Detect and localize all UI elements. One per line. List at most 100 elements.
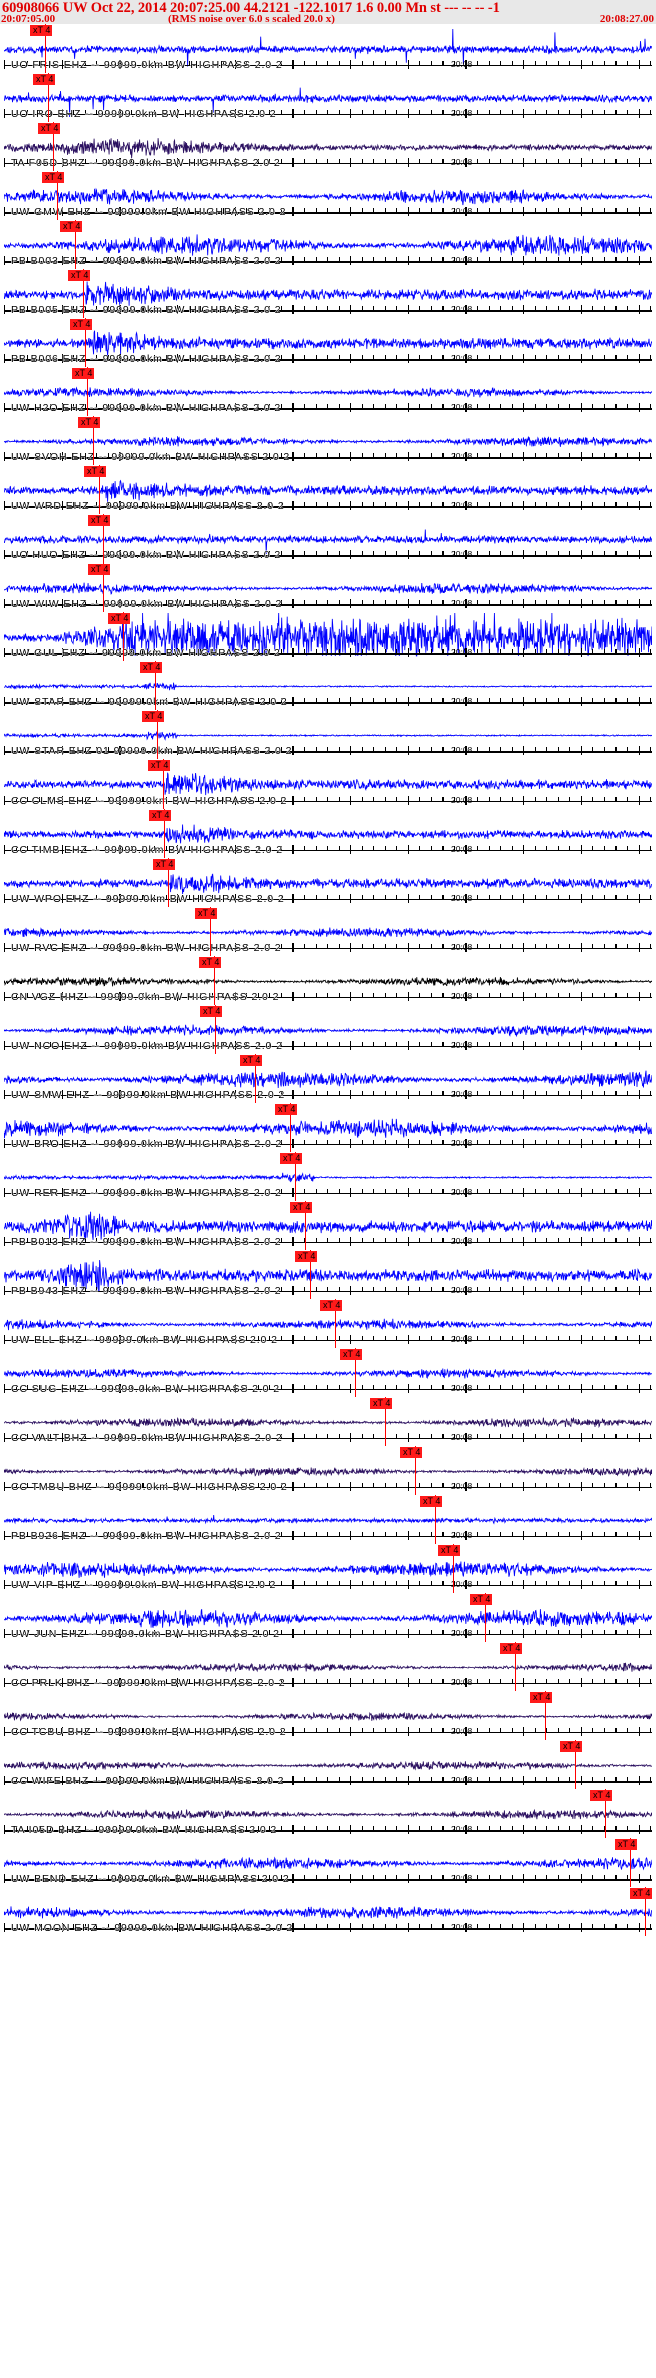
trace-row[interactable]: CC WIFE BHZ -- 99999.0km BW HIGHPASS 2.0… (0, 1740, 656, 1790)
phase-pick-line[interactable] (310, 1249, 312, 1299)
phase-pick-line[interactable] (83, 269, 85, 319)
trace-row[interactable]: UW WRD EHZ -- 99999.0km BW HIGHPASS 2.0 … (0, 465, 656, 515)
amplitude-scale-flag[interactable]: xT 4 (400, 1446, 423, 1458)
trace-plot-area[interactable]: UW H2O EHZ -- 99999.0km BW HIGHPASS 2.0 … (4, 367, 652, 417)
trace-plot-area[interactable]: PB B003 EHZ -- 99999.0km BW HIGHPASS 2.0… (4, 220, 652, 270)
amplitude-scale-flag[interactable]: xT 4 (320, 1299, 343, 1311)
amplitude-scale-flag[interactable]: xT 4 (42, 172, 65, 184)
trace-plot-area[interactable]: TA F05D BHZ -- 99999.0km BW HIGHPASS 2.0… (4, 122, 652, 172)
amplitude-scale-flag[interactable]: xT 4 (340, 1348, 363, 1360)
trace-row[interactable]: UW RER EHZ -- 99999.0km BW HIGHPASS 2.0 … (0, 1151, 656, 1201)
amplitude-scale-flag[interactable]: xT 4 (33, 74, 56, 86)
trace-plot-area[interactable]: PB B013 EHZ -- 99999.0km BW HIGHPASS 2.0… (4, 1200, 652, 1250)
phase-pick-line[interactable] (48, 73, 50, 123)
trace-row[interactable]: UW ELL EHZ -- 99999.0km BW HIGHPASS 2.0 … (0, 1298, 656, 1348)
amplitude-scale-flag[interactable]: xT 4 (199, 956, 222, 968)
amplitude-scale-flag[interactable]: xT 4 (590, 1790, 613, 1802)
trace-plot-area[interactable]: UO FRIS EHZ -- 99999.0km BW HIGHPASS 2.0… (4, 24, 652, 74)
phase-pick-line[interactable] (355, 1347, 357, 1397)
phase-pick-line[interactable] (57, 171, 59, 221)
trace-row[interactable]: UW MOON EHZ -- 99999.0km BW HIGHPASS 2.0… (0, 1887, 656, 1937)
trace-plot-area[interactable]: UW NCO EHZ -- 99999.0km BW HIGHPASS 2.0 … (4, 1004, 652, 1054)
amplitude-scale-flag[interactable]: xT 4 (153, 858, 176, 870)
trace-row[interactable]: PB B013 EHZ -- 99999.0km BW HIGHPASS 2.0… (0, 1200, 656, 1250)
trace-row[interactable]: UW WIW EHZ -- 99999.0km BW HIGHPASS 2.0 … (0, 563, 656, 613)
trace-row[interactable]: UO FRIS EHZ -- 99999.0km BW HIGHPASS 2.0… (0, 24, 656, 74)
trace-row[interactable]: CC CLMS EHZ -- 99999.0km BW HIGHPASS 2.0… (0, 759, 656, 809)
phase-pick-line[interactable] (214, 955, 216, 1005)
trace-row[interactable]: UO IRO EHZ -- 99999.0km BW HIGHPASS 2.0 … (0, 73, 656, 123)
trace-row[interactable]: CC PRLK BHZ -- 99999.0km BW HIGHPASS 2.0… (0, 1642, 656, 1692)
phase-pick-line[interactable] (545, 1691, 547, 1741)
amplitude-scale-flag[interactable]: xT 4 (70, 319, 93, 331)
trace-plot-area[interactable]: PB B005 EHZ -- 99999.0km BW HIGHPASS 2.0… (4, 269, 652, 319)
trace-plot-area[interactable]: UW WRD EHZ -- 99999.0km BW HIGHPASS 2.0 … (4, 465, 652, 515)
phase-pick-line[interactable] (215, 1004, 217, 1054)
trace-row[interactable]: CN VGZ HHZ -- 99999.0km BW HIGHPASS 2.0 … (0, 955, 656, 1005)
amplitude-scale-flag[interactable]: xT 4 (140, 662, 163, 674)
amplitude-scale-flag[interactable]: xT 4 (108, 613, 131, 625)
trace-row[interactable]: UW STAR EHZ 01 99999.0km BW HIGHPASS 2.0… (0, 710, 656, 760)
phase-pick-line[interactable] (290, 1102, 292, 1152)
trace-plot-area[interactable]: CC TCBU BHZ -- 99999.0km BW HIGHPASS 2.0… (4, 1691, 652, 1741)
trace-row[interactable]: TA F05D BHZ -- 99999.0km BW HIGHPASS 2.0… (0, 122, 656, 172)
amplitude-scale-flag[interactable]: xT 4 (240, 1054, 263, 1066)
amplitude-scale-flag[interactable]: xT 4 (72, 368, 95, 380)
trace-row[interactable]: UW BEND EHZ -- 99999.0km BW HIGHPASS 2.0… (0, 1838, 656, 1888)
trace-row[interactable]: UW SVOH EHZ -- 99999.0km BW HIGHPASS 2.0… (0, 416, 656, 466)
trace-row[interactable]: UW RVC EHZ -- 99999.0km BW HIGHPASS 2.0 … (0, 906, 656, 956)
trace-row[interactable]: CC TIMB EHZ -- 99999.0km BW HIGHPASS 2.0… (0, 808, 656, 858)
trace-plot-area[interactable]: TA I05D BHZ -- 99999.0km BW HIGHPASS 2.0… (4, 1789, 652, 1839)
phase-pick-line[interactable] (157, 710, 159, 760)
phase-pick-line[interactable] (575, 1740, 577, 1790)
trace-plot-area[interactable]: UW STAR EHZ 01 99999.0km BW HIGHPASS 2.0… (4, 710, 652, 760)
trace-plot-area[interactable]: UW MOON EHZ -- 99999.0km BW HIGHPASS 2.0… (4, 1887, 652, 1937)
amplitude-scale-flag[interactable]: xT 4 (560, 1741, 583, 1753)
phase-pick-line[interactable] (515, 1642, 517, 1692)
trace-row[interactable]: UO HUO EHZ -- 99999.0km BW HIGHPASS 2.0 … (0, 514, 656, 564)
trace-plot-area[interactable]: UW VIP EHZ -- 99999.0km BW HIGHPASS 2.0 … (4, 1543, 652, 1593)
amplitude-scale-flag[interactable]: xT 4 (500, 1643, 523, 1655)
trace-row[interactable]: CC TCBU BHZ -- 99999.0km BW HIGHPASS 2.0… (0, 1691, 656, 1741)
amplitude-scale-flag[interactable]: xT 4 (420, 1495, 443, 1507)
amplitude-scale-flag[interactable]: xT 4 (615, 1839, 638, 1851)
amplitude-scale-flag[interactable]: xT 4 (38, 123, 61, 135)
trace-plot-area[interactable]: UW SMW EHZ -- 99999.0km BW HIGHPASS 2.0 … (4, 1053, 652, 1103)
phase-pick-line[interactable] (453, 1543, 455, 1593)
trace-row[interactable]: UW JUN EHZ -- 99999.0km BW HIGHPASS 2.0 … (0, 1593, 656, 1643)
trace-row[interactable]: CC VALT BHZ -- 99999.0km BW HIGHPASS 2.0… (0, 1396, 656, 1446)
amplitude-scale-flag[interactable]: xT 4 (148, 760, 171, 772)
trace-plot-area[interactable]: UO IRO EHZ -- 99999.0km BW HIGHPASS 2.0 … (4, 73, 652, 123)
phase-pick-line[interactable] (385, 1396, 387, 1446)
trace-row[interactable]: PB B005 EHZ -- 99999.0km BW HIGHPASS 2.0… (0, 269, 656, 319)
phase-pick-line[interactable] (210, 906, 212, 956)
trace-row[interactable]: PB B003 EHZ -- 99999.0km BW HIGHPASS 2.0… (0, 220, 656, 270)
trace-plot-area[interactable]: UW RER EHZ -- 99999.0km BW HIGHPASS 2.0 … (4, 1151, 652, 1201)
amplitude-scale-flag[interactable]: xT 4 (280, 1152, 303, 1164)
trace-plot-area[interactable]: CC SUG EHZ -- 99999.0km BW HIGHPASS 2.0 … (4, 1347, 652, 1397)
amplitude-scale-flag[interactable]: xT 4 (275, 1103, 298, 1115)
trace-plot-area[interactable]: PB B926 EHZ -- 99999.0km BW HIGHPASS 2.0… (4, 1494, 652, 1544)
trace-plot-area[interactable]: UW STAR EHZ -- 99999.0km BW HIGHPASS 2.0… (4, 661, 652, 711)
trace-row[interactable]: UW H2O EHZ -- 99999.0km BW HIGHPASS 2.0 … (0, 367, 656, 417)
amplitude-scale-flag[interactable]: xT 4 (88, 564, 111, 576)
trace-plot-area[interactable]: CC TMBU BHZ -- 99999.0km BW HIGHPASS 2.0… (4, 1445, 652, 1495)
trace-row[interactable]: UW WPO EHZ -- 99999.0km BW HIGHPASS 2.0 … (0, 857, 656, 907)
phase-pick-line[interactable] (53, 122, 55, 172)
phase-pick-line[interactable] (103, 563, 105, 613)
amplitude-scale-flag[interactable]: xT 4 (30, 25, 53, 36)
trace-plot-area[interactable]: UW ELL EHZ -- 99999.0km BW HIGHPASS 2.0 … (4, 1298, 652, 1348)
amplitude-scale-flag[interactable]: xT 4 (370, 1397, 393, 1409)
phase-pick-line[interactable] (75, 220, 77, 270)
phase-pick-line[interactable] (103, 514, 105, 564)
trace-row[interactable]: UW BRO EHZ -- 99999.0km BW HIGHPASS 2.0 … (0, 1102, 656, 1152)
trace-row[interactable]: UW GUL EHZ -- 99999.0km BW HIGHPASS 2.0 … (0, 612, 656, 662)
phase-pick-line[interactable] (85, 318, 87, 368)
trace-row[interactable]: CC TMBU BHZ -- 99999.0km BW HIGHPASS 2.0… (0, 1445, 656, 1495)
phase-pick-line[interactable] (123, 612, 125, 662)
phase-pick-line[interactable] (168, 857, 170, 907)
trace-plot-area[interactable]: PB B943 EHZ -- 99999.0km BW HIGHPASS 2.0… (4, 1249, 652, 1299)
trace-row[interactable]: UW GMW EHZ -- 99999.0km BW HIGHPASS 2.0 … (0, 171, 656, 221)
phase-pick-line[interactable] (255, 1053, 257, 1103)
amplitude-scale-flag[interactable]: xT 4 (195, 907, 218, 919)
